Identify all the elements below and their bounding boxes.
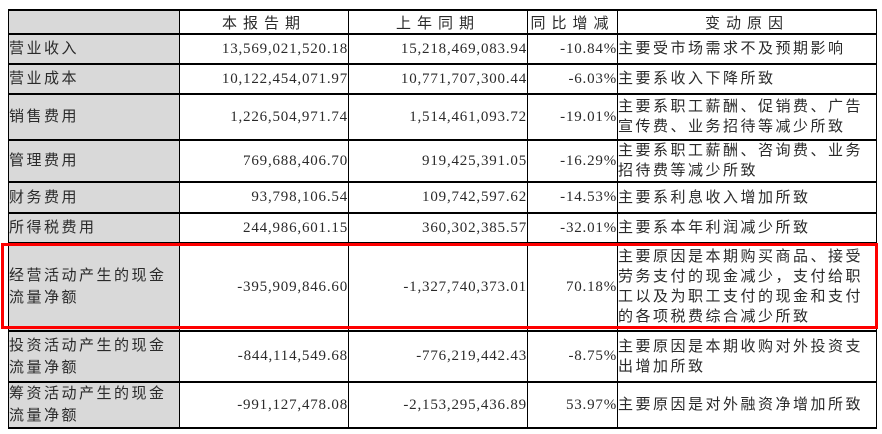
change-reason: 主要系职工薪酬、咨询费、业务招待费等减少所致 <box>617 139 877 183</box>
current-period-value: 769,688,406.70 <box>179 139 349 183</box>
change-reason: 主要系利息收入增加所致 <box>617 181 877 214</box>
row-label: 销售费用 <box>8 93 180 141</box>
prior-period-value: 1,514,461,093.72 <box>348 93 528 141</box>
header-row: 本报告期 上年同期 同比增减 变动原因 <box>8 9 877 35</box>
change-reason: 主要原因是本期收购对外投资支出增加所致 <box>617 330 877 383</box>
change-reason: 主要系收入下降所致 <box>617 63 877 95</box>
row-label: 营业成本 <box>8 63 180 95</box>
prior-period-value: 15,218,469,083.94 <box>348 33 528 65</box>
corner-cell <box>8 9 180 35</box>
yoy-change-value: 70.18% <box>527 242 618 332</box>
current-period-value: 10,122,454,071.97 <box>179 63 349 95</box>
row-label: 营业收入 <box>8 33 180 65</box>
current-period-value: -844,114,549.68 <box>179 330 349 383</box>
table-row-cost: 营业成本 10,122,454,071.97 10,771,707,300.44… <box>8 63 877 95</box>
table-row-financing-cash-flow: 筹资活动产生的现金流量净额 -991,127,478.08 -2,153,295… <box>8 381 877 429</box>
col-header-current-period: 本报告期 <box>179 9 349 35</box>
prior-period-value: 360,302,385.57 <box>348 212 528 244</box>
table-row-selling-expense: 销售费用 1,226,504,971.74 1,514,461,093.72 -… <box>8 93 877 141</box>
table-row-operating-cash-flow: 经营活动产生的现金流量净额 -395,909,846.60 -1,327,740… <box>8 242 877 332</box>
change-reason: 主要系职工薪酬、促销费、广告宣传费、业务招待等减少所致 <box>617 93 877 141</box>
current-period-value: 93,798,106.54 <box>179 181 349 214</box>
prior-period-value: 109,742,597.62 <box>348 181 528 214</box>
yoy-change-value: -16.29% <box>527 139 618 183</box>
col-header-change-reason: 变动原因 <box>617 9 877 35</box>
table-row-admin-expense: 管理费用 769,688,406.70 919,425,391.05 -16.2… <box>8 139 877 183</box>
yoy-change-value: 53.97% <box>527 381 618 429</box>
change-reason: 主要原因是对外融资净增加所致 <box>617 381 877 429</box>
table-row-revenue: 营业收入 13,569,021,520.18 15,218,469,083.94… <box>8 33 877 65</box>
table-row-income-tax: 所得税费用 244,986,601.15 360,302,385.57 -32.… <box>8 212 877 244</box>
yoy-change-value: -19.01% <box>527 93 618 141</box>
prior-period-value: -2,153,295,436.89 <box>348 381 528 429</box>
prior-period-value: 919,425,391.05 <box>348 139 528 183</box>
yoy-change-value: -6.03% <box>527 63 618 95</box>
prior-period-value: -776,219,442.43 <box>348 330 528 383</box>
row-label: 所得税费用 <box>8 212 180 244</box>
change-reason: 主要原因是本期购买商品、接受劳务支付的现金减少，支付给职工以及为职工支付的现金和… <box>617 242 877 332</box>
col-header-yoy-change: 同比增减 <box>527 9 618 35</box>
yoy-change-value: -8.75% <box>527 330 618 383</box>
current-period-value: 244,986,601.15 <box>179 212 349 244</box>
financial-comparison-table: 本报告期 上年同期 同比增减 变动原因 营业收入 13,569,021,520.… <box>8 9 877 429</box>
row-label: 财务费用 <box>8 181 180 214</box>
change-reason: 主要系本年利润减少所致 <box>617 212 877 244</box>
change-reason: 主要受市场需求不及预期影响 <box>617 33 877 65</box>
current-period-value: -991,127,478.08 <box>179 381 349 429</box>
current-period-value: -395,909,846.60 <box>179 242 349 332</box>
current-period-value: 1,226,504,971.74 <box>179 93 349 141</box>
prior-period-value: -1,327,740,373.01 <box>348 242 528 332</box>
row-label: 投资活动产生的现金流量净额 <box>8 330 180 383</box>
table-row-finance-expense: 财务费用 93,798,106.54 109,742,597.62 -14.53… <box>8 181 877 214</box>
current-period-value: 13,569,021,520.18 <box>179 33 349 65</box>
row-label: 筹资活动产生的现金流量净额 <box>8 381 180 429</box>
row-label: 管理费用 <box>8 139 180 183</box>
yoy-change-value: -32.01% <box>527 212 618 244</box>
table-row-investing-cash-flow: 投资活动产生的现金流量净额 -844,114,549.68 -776,219,4… <box>8 330 877 383</box>
yoy-change-value: -14.53% <box>527 181 618 214</box>
yoy-change-value: -10.84% <box>527 33 618 65</box>
row-label: 经营活动产生的现金流量净额 <box>8 242 180 332</box>
prior-period-value: 10,771,707,300.44 <box>348 63 528 95</box>
col-header-prior-period: 上年同期 <box>348 9 528 35</box>
